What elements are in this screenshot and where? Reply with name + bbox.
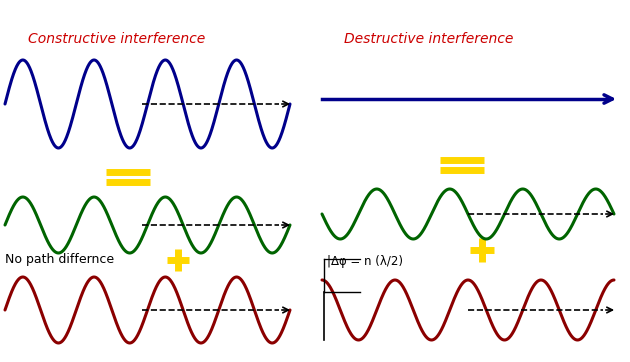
Text: Destructive interference: Destructive interference [344,32,513,46]
Text: |Δφ = n (λ/2): |Δφ = n (λ/2) [327,256,403,269]
Text: Constructive interference: Constructive interference [28,32,205,46]
Text: No path differnce: No path differnce [5,253,114,266]
